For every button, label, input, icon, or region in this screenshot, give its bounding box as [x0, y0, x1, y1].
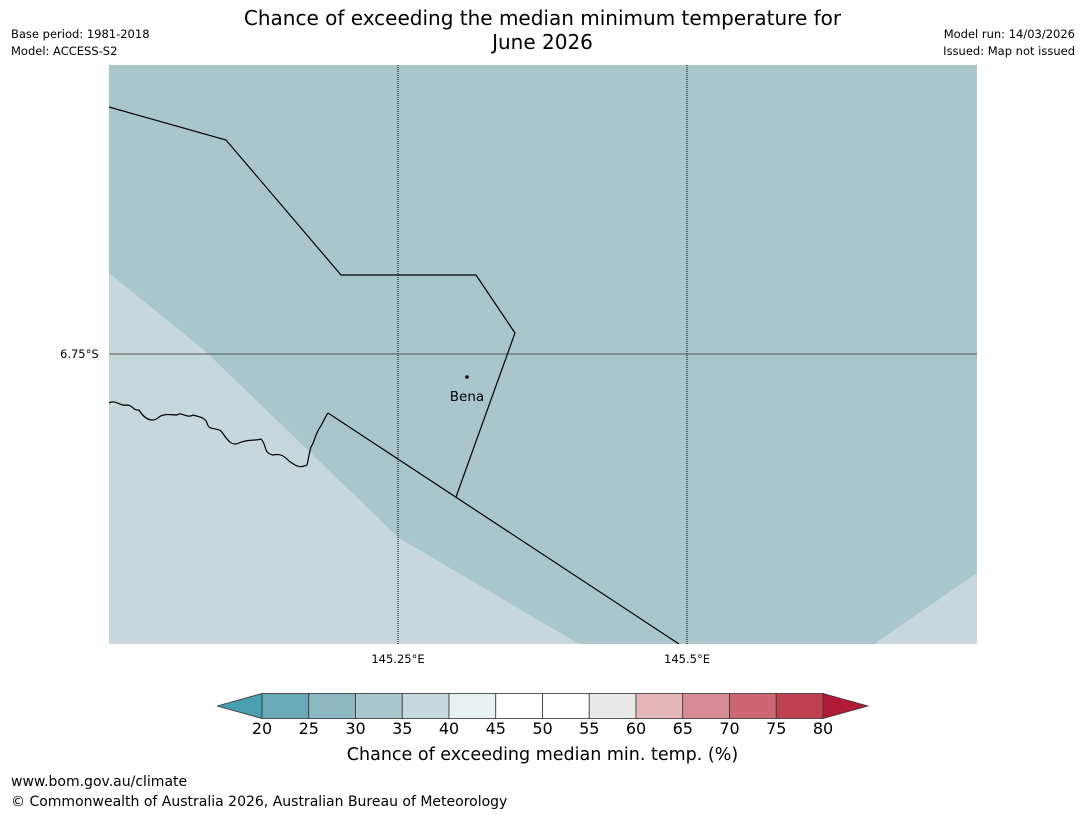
colorbar-tick-label: 45	[485, 719, 506, 738]
base-period: Base period: 1981-2018	[11, 27, 150, 41]
footer-url: www.bom.gov.au/climate	[11, 774, 188, 790]
footer-copyright: © Commonwealth of Australia 2026, Austra…	[11, 794, 508, 810]
lat-label: 6.75°S	[60, 347, 99, 361]
issued-status: Issued: Map not issued	[943, 44, 1075, 58]
map-title-line1: Chance of exceeding the median minimum t…	[243, 6, 842, 30]
colorbar-tick-label: 65	[672, 719, 693, 738]
colorbar-over-arrow	[822, 693, 869, 719]
province-boundary-south	[327, 412, 680, 644]
colorbar-segments	[261, 693, 824, 719]
colorbar-segment	[355, 693, 403, 719]
colorbar	[217, 693, 869, 719]
colorbar-tick-label: 80	[812, 719, 834, 738]
colorbar-tick-label: 55	[579, 719, 600, 738]
river	[109, 401, 329, 468]
colorbar-segment	[682, 693, 730, 719]
colorbar-tick-label: 30	[345, 719, 366, 738]
band-35-40-right	[874, 573, 977, 644]
meta-left: Base period: 1981-2018 Model: ACCESS-S2	[11, 26, 150, 60]
colorbar-segment	[588, 693, 637, 719]
colorbar-under-arrow	[217, 693, 263, 719]
map-title-line2: June 2026	[492, 30, 593, 54]
colorbar-label: Chance of exceeding median min. temp. (%…	[346, 745, 739, 765]
colorbar-tick-label: 60	[625, 719, 647, 738]
province-boundary	[109, 106, 516, 498]
model-run: Model run: 14/03/2026	[943, 27, 1075, 41]
lon-label-145-5: 145.5°E	[664, 652, 710, 666]
lon-label-145-25: 145.25°E	[371, 652, 425, 666]
colorbar-segment	[635, 693, 684, 719]
map-title: Chance of exceeding the median minimum t…	[0, 6, 1085, 54]
bena-marker	[465, 375, 469, 379]
colorbar-segment	[308, 693, 356, 719]
colorbar-segment	[261, 693, 310, 719]
colorbar-tick-label: 25	[298, 719, 319, 738]
colorbar-tick-label: 75	[766, 719, 787, 738]
colorbar-segment	[401, 693, 450, 719]
band-35-40-left	[109, 273, 579, 644]
colorbar-tick-label: 50	[532, 719, 553, 738]
model-name: Model: ACCESS-S2	[11, 44, 118, 58]
colorbar-segment	[542, 693, 590, 719]
colorbar-tick-label: 40	[438, 719, 460, 738]
colorbar-tick-label: 20	[251, 719, 273, 738]
map-canvas: Bena	[109, 65, 977, 644]
meta-right: Model run: 14/03/2026 Issued: Map not is…	[943, 26, 1075, 60]
colorbar-segment	[448, 693, 497, 719]
colorbar-tick-label: 70	[719, 719, 740, 738]
colorbar-segment	[729, 693, 777, 719]
place-label-bena: Bena	[450, 389, 484, 405]
colorbar-segment	[495, 693, 543, 719]
colorbar-tick-label: 35	[392, 719, 413, 738]
colorbar-segment	[775, 693, 824, 719]
